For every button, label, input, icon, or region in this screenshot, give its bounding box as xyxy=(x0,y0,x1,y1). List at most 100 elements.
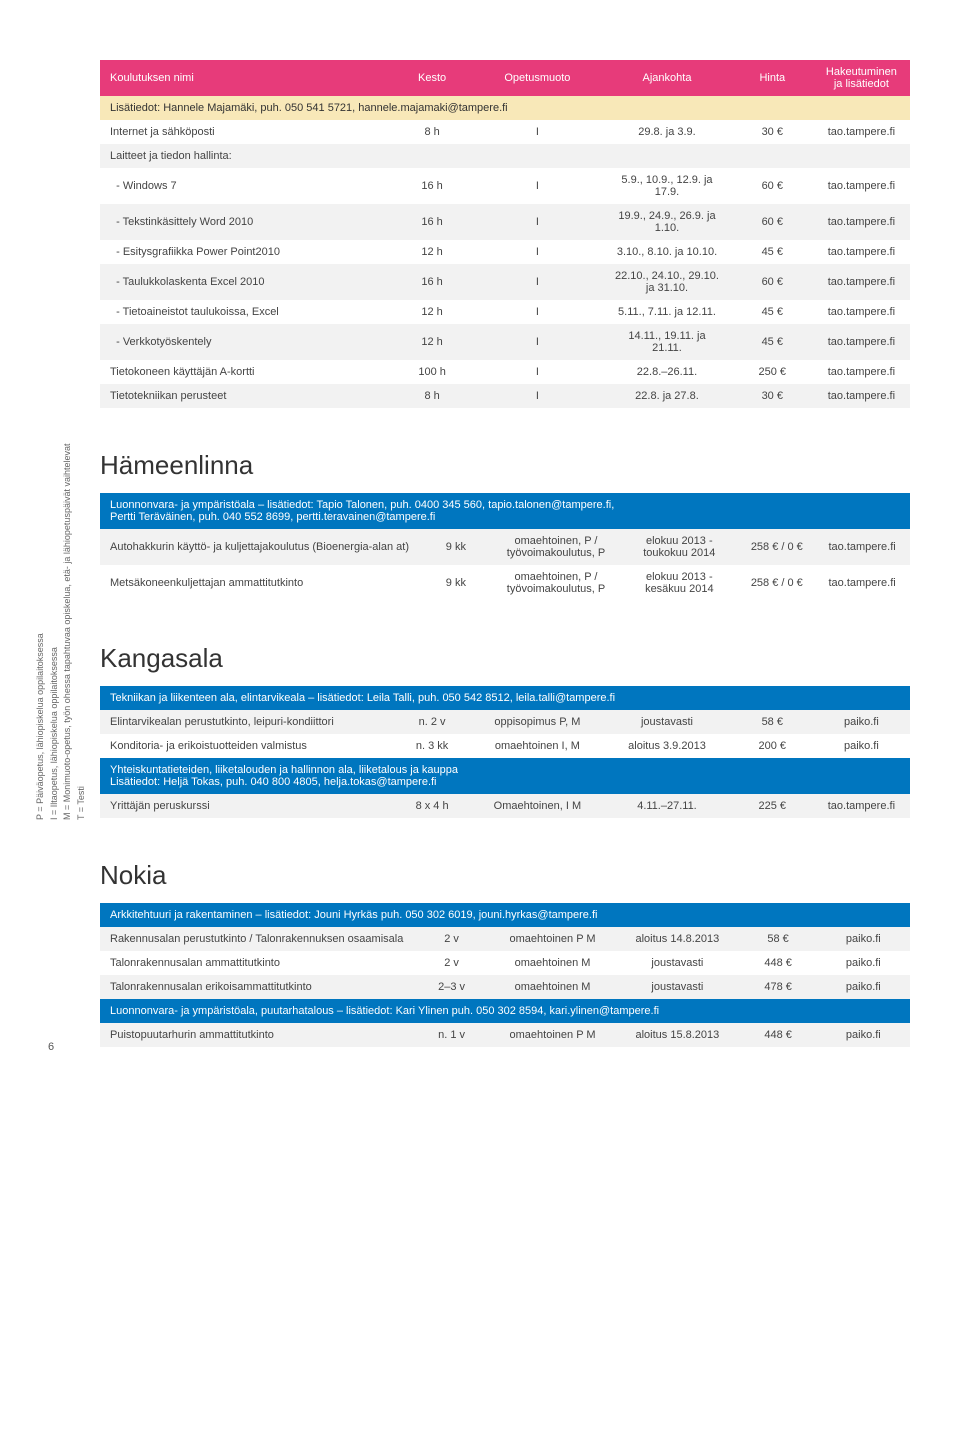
cell-dur: 8 h xyxy=(392,120,473,144)
cell-time: joustavasti xyxy=(615,975,739,999)
cell-info: tao.tampere.fi xyxy=(813,360,910,384)
hdr-mode: Opetusmuoto xyxy=(473,60,603,96)
cell-price: 448 € xyxy=(740,1023,817,1047)
cell-name: Metsäkoneenkuljettajan ammattitutkinto xyxy=(100,565,419,601)
cell-name: - Verkkotyöskentely xyxy=(100,324,392,360)
cell-time: 22.10., 24.10., 29.10. ja 31.10. xyxy=(602,264,732,300)
cell-name: Talonrakennusalan erikoisammattitutkinto xyxy=(100,975,413,999)
table-row: - Windows 716 hI5.9., 10.9., 12.9. ja 17… xyxy=(100,168,910,204)
cell-name: - Tekstinkäsittely Word 2010 xyxy=(100,204,392,240)
cell-mode: omaehtoinen P M xyxy=(490,927,615,951)
table-row: - Tekstinkäsittely Word 201016 hI19.9., … xyxy=(100,204,910,240)
cell-name: - Taulukkolaskenta Excel 2010 xyxy=(100,264,392,300)
cell-name: Tietotekniikan perusteet xyxy=(100,384,392,408)
cell-mode: I xyxy=(473,240,603,264)
cell-price: 448 € xyxy=(740,951,817,975)
cell-dur: 8 h xyxy=(392,384,473,408)
cell-info: tao.tampere.fi xyxy=(813,324,910,360)
table-row: Rakennusalan perustutkinto / Talonrakenn… xyxy=(100,927,910,951)
cell-mode: I xyxy=(473,384,603,408)
table-row: Puistopuutarhurin ammattitutkinton. 1 vo… xyxy=(100,1023,910,1047)
hdr-info: Hakeutuminen ja lisätiedot xyxy=(813,60,910,96)
cell-price: 60 € xyxy=(732,204,813,240)
cell-dur: 2 v xyxy=(413,951,490,975)
cell-mode: omaehtoinen, P / työvoimakoulutus, P xyxy=(493,565,619,601)
section-text: Laitteet ja tiedon hallinta: xyxy=(100,144,910,168)
cell-dur: 16 h xyxy=(392,204,473,240)
table-row: - Verkkotyöskentely12 hI14.11., 19.11. j… xyxy=(100,324,910,360)
cell-info: tao.tampere.fi xyxy=(813,168,910,204)
blue-header-row: Luonnonvara- ja ympäristöala, puutarhata… xyxy=(100,999,910,1023)
cell-name: Yrittäjän peruskurssi xyxy=(100,794,392,818)
blue-text: Arkkitehtuuri ja rakentaminen – lisätied… xyxy=(100,903,910,927)
cell-time: aloitus 14.8.2013 xyxy=(615,927,739,951)
blue-text: Luonnonvara- ja ympäristöala, puutarhata… xyxy=(100,999,910,1023)
cell-mode: omaehtoinen P M xyxy=(490,1023,615,1047)
hdr-price: Hinta xyxy=(732,60,813,96)
cell-price: 258 € / 0 € xyxy=(739,565,814,601)
table-row: Autohakkurin käyttö- ja kuljettajakoulut… xyxy=(100,529,910,565)
table-row: Talonrakennusalan ammattitutkinto2 vomae… xyxy=(100,951,910,975)
cell-price: 45 € xyxy=(732,324,813,360)
cell-price: 250 € xyxy=(732,360,813,384)
section-row: Laitteet ja tiedon hallinta: xyxy=(100,144,910,168)
cell-name: Rakennusalan perustutkinto / Talonrakenn… xyxy=(100,927,413,951)
blue-text: Luonnonvara- ja ympäristöala – lisätiedo… xyxy=(100,493,910,529)
course-table: Tekniikan ja liikenteen ala, elintarvike… xyxy=(100,686,910,818)
cell-dur: 9 kk xyxy=(419,529,493,565)
section-title: Nokia xyxy=(100,860,910,891)
cell-name: Autohakkurin käyttö- ja kuljettajakoulut… xyxy=(100,529,419,565)
cell-mode: I xyxy=(473,324,603,360)
cell-info: tao.tampere.fi xyxy=(813,794,910,818)
cell-dur: 12 h xyxy=(392,324,473,360)
cell-time: 5.11., 7.11. ja 12.11. xyxy=(602,300,732,324)
cell-mode: omaehtoinen I, M xyxy=(473,734,603,758)
table-row: - Tietoaineistot taulukoissa, Excel12 hI… xyxy=(100,300,910,324)
table-header-row: Koulutuksen nimi Kesto Opetusmuoto Ajank… xyxy=(100,60,910,96)
section-title: Hämeenlinna xyxy=(100,450,910,481)
cell-dur: 12 h xyxy=(392,240,473,264)
cell-info: paiko.fi xyxy=(817,951,910,975)
cell-mode: omaehtoinen, P / työvoimakoulutus, P xyxy=(493,529,619,565)
cell-info: paiko.fi xyxy=(813,734,910,758)
cell-dur: 16 h xyxy=(392,168,473,204)
cell-price: 45 € xyxy=(732,240,813,264)
cell-price: 58 € xyxy=(740,927,817,951)
cell-dur: n. 3 kk xyxy=(392,734,473,758)
cell-name: Elintarvikealan perustutkinto, leipuri-k… xyxy=(100,710,392,734)
cell-mode: omaehtoinen M xyxy=(490,951,615,975)
cell-time: 19.9., 24.9., 26.9. ja 1.10. xyxy=(602,204,732,240)
hdr-name: Koulutuksen nimi xyxy=(100,60,392,96)
cell-time: 3.10., 8.10. ja 10.10. xyxy=(602,240,732,264)
cell-mode: I xyxy=(473,300,603,324)
table-row: Metsäkoneenkuljettajan ammattitutkinto9 … xyxy=(100,565,910,601)
cell-mode: Omaehtoinen, I M xyxy=(473,794,603,818)
cell-time: 14.11., 19.11. ja 21.11. xyxy=(602,324,732,360)
cell-price: 30 € xyxy=(732,384,813,408)
cell-name: - Esitysgrafiikka Power Point2010 xyxy=(100,240,392,264)
cell-info: paiko.fi xyxy=(817,975,910,999)
cell-time: joustavasti xyxy=(602,710,732,734)
cell-time: elokuu 2013 - toukokuu 2014 xyxy=(619,529,739,565)
cell-price: 258 € / 0 € xyxy=(739,529,814,565)
blue-header-row: Arkkitehtuuri ja rakentaminen – lisätied… xyxy=(100,903,910,927)
cell-mode: I xyxy=(473,264,603,300)
cell-name: - Tietoaineistot taulukoissa, Excel xyxy=(100,300,392,324)
cell-mode: I xyxy=(473,360,603,384)
blue-header-row: Yhteiskuntatieteiden, liiketalouden ja h… xyxy=(100,758,910,794)
cell-info: tao.tampere.fi xyxy=(813,300,910,324)
cell-info: paiko.fi xyxy=(813,710,910,734)
cell-time: 4.11.–27.11. xyxy=(602,794,732,818)
blue-text: Yhteiskuntatieteiden, liiketalouden ja h… xyxy=(100,758,910,794)
hdr-dur: Kesto xyxy=(392,60,473,96)
cell-mode: I xyxy=(473,204,603,240)
legend-text: P = Päiväopetus, lähiopiskelua oppilaito… xyxy=(34,444,88,820)
table-row: Tietokoneen käyttäjän A-kortti100 hI22.8… xyxy=(100,360,910,384)
table-row: Yrittäjän peruskurssi8 x 4 hOmaehtoinen,… xyxy=(100,794,910,818)
course-table: Luonnonvara- ja ympäristöala – lisätiedo… xyxy=(100,493,910,601)
cell-time: 5.9., 10.9., 12.9. ja 17.9. xyxy=(602,168,732,204)
cell-info: tao.tampere.fi xyxy=(813,240,910,264)
cell-dur: n. 2 v xyxy=(392,710,473,734)
cell-dur: 16 h xyxy=(392,264,473,300)
cell-name: Puistopuutarhurin ammattitutkinto xyxy=(100,1023,413,1047)
